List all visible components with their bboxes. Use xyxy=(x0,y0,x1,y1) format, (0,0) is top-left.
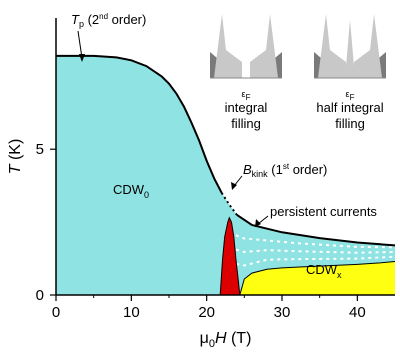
inset-label-line2: filling xyxy=(231,116,261,131)
inset-ef-label: εF xyxy=(242,89,251,102)
inset-light-right xyxy=(250,14,278,78)
bkink-arrow-head xyxy=(231,182,237,190)
persistent-currents-band-line xyxy=(229,246,396,254)
inset-light-left xyxy=(318,14,346,78)
inset-label-line1: half integral xyxy=(316,100,383,115)
upper-phase-boundary-high-field xyxy=(236,213,396,247)
persistent-currents-band-line xyxy=(228,231,396,249)
inset-light-left xyxy=(214,14,242,78)
tp-arrow-line xyxy=(77,30,83,59)
annotations: Tp (2nd order) Bkink (1st order) persisten… xyxy=(71,12,377,280)
inset-label-line2: filling xyxy=(335,116,365,131)
region-cdw0 xyxy=(56,55,395,296)
upper-phase-boundary xyxy=(56,54,223,194)
y-tick-label: 0 xyxy=(36,287,44,304)
inset-center-peak xyxy=(345,20,355,78)
x-tick-label: 0 xyxy=(52,304,60,321)
x-tick-label: 20 xyxy=(198,304,215,321)
tp-arrow-head xyxy=(79,54,85,62)
phase-regions xyxy=(56,55,396,296)
region-red xyxy=(219,216,241,296)
upper-phase-boundary-dotted xyxy=(220,192,238,216)
y-axis-title: T (K) xyxy=(7,139,24,175)
persistent-currents-label: persistent currents xyxy=(270,204,377,219)
persistent-currents-band-line xyxy=(229,255,396,267)
axes: 0 10 20 30 40 0 5 μ0H (T) T (K) xyxy=(7,18,395,350)
x-axis-title: μ0H (T) xyxy=(200,330,252,350)
bkink-annotation: Bkink (1st order) xyxy=(243,162,327,179)
x-tick-label: 40 xyxy=(349,304,366,321)
region-cdwx xyxy=(239,261,395,295)
persistent-arrow-head xyxy=(255,219,261,227)
cdwx-label: CDWx xyxy=(306,262,342,280)
cdw0-label: CDW0 xyxy=(113,182,149,200)
y-tick-label: 5 xyxy=(36,141,44,158)
inset-light-right xyxy=(354,14,382,78)
cdwx-boundary xyxy=(239,261,396,296)
inset-label-line1: integral xyxy=(225,100,268,115)
x-tick-label: 10 xyxy=(123,304,140,321)
phase-boundaries xyxy=(56,54,396,296)
x-tick-label: 30 xyxy=(274,304,291,321)
tp-annotation: Tp (2nd order) xyxy=(71,12,146,29)
inset-ef-label: εF xyxy=(346,89,355,102)
